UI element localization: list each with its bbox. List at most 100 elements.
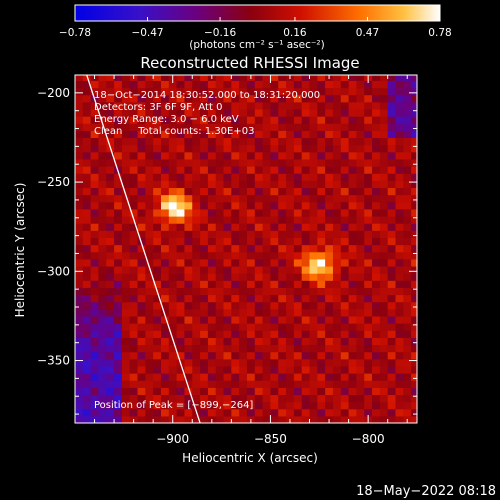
heatmap-cell xyxy=(106,87,115,96)
heatmap-cell xyxy=(98,280,107,288)
heatmap-cell xyxy=(379,330,389,338)
heatmap-cell xyxy=(348,373,358,381)
heatmap-cell xyxy=(129,208,139,217)
heatmap-cell xyxy=(168,173,178,181)
heatmap-cell xyxy=(82,315,92,324)
heatmap-cell xyxy=(387,101,397,110)
heatmap-cell xyxy=(153,244,162,253)
heatmap-cell xyxy=(121,130,131,139)
heatmap-cell xyxy=(223,301,232,310)
heatmap-cell xyxy=(372,273,381,281)
heatmap-cell xyxy=(121,137,131,146)
heatmap-cell xyxy=(246,323,256,331)
heatmap-cell xyxy=(372,258,381,267)
heatmap-cell xyxy=(231,258,240,267)
heatmap-cell xyxy=(200,323,209,331)
heatmap-cell xyxy=(121,365,131,374)
heatmap-cell xyxy=(137,351,146,360)
heatmap-cell xyxy=(215,201,225,210)
heatmap-cell xyxy=(301,380,311,388)
heatmap-cell xyxy=(403,337,412,346)
heatmap-cell xyxy=(348,301,358,310)
heatmap-cell xyxy=(75,201,84,210)
heatmap-cell xyxy=(160,344,170,353)
heatmap-cell xyxy=(403,108,412,117)
heatmap-cell xyxy=(160,265,170,274)
heatmap-cell xyxy=(114,230,123,238)
heatmap-cell xyxy=(372,287,381,296)
heatmap-cell xyxy=(301,123,311,131)
heatmap-cell xyxy=(325,337,334,346)
heatmap-cell xyxy=(239,387,248,396)
heatmap-cell xyxy=(176,273,186,281)
heatmap-cell xyxy=(106,287,115,296)
heatmap-cell xyxy=(239,315,248,324)
heatmap-cell xyxy=(98,344,107,353)
heatmap-cell xyxy=(332,308,342,317)
heatmap-cell xyxy=(356,230,365,238)
heatmap-cell xyxy=(411,144,417,153)
heatmap-cell xyxy=(184,251,193,260)
heatmap-cell xyxy=(278,358,287,367)
heatmap-cell xyxy=(160,323,170,331)
x-tick-label: −900 xyxy=(156,432,189,446)
heatmap-cell xyxy=(207,258,217,267)
heatmap-cell xyxy=(364,287,373,296)
heatmap-cell xyxy=(411,101,417,110)
heatmap-cell xyxy=(340,280,350,288)
heatmap-cell xyxy=(325,237,334,246)
heatmap-cell xyxy=(348,187,358,196)
heatmap-cell xyxy=(332,323,342,331)
heatmap-cell xyxy=(192,294,201,303)
heatmap-cell xyxy=(176,108,186,117)
heatmap-cell xyxy=(262,130,272,139)
heatmap-cell xyxy=(137,294,146,303)
heatmap-cell xyxy=(395,180,404,189)
heatmap-cell xyxy=(75,323,84,331)
heatmap-cell xyxy=(121,315,131,324)
heatmap-cell xyxy=(364,80,373,89)
heatmap-cell xyxy=(75,101,84,110)
heatmap-cell xyxy=(325,244,334,253)
heatmap-cell xyxy=(75,80,84,89)
heatmap-cell xyxy=(395,387,404,396)
heatmap-cell xyxy=(379,308,389,317)
heatmap-cell xyxy=(301,401,311,410)
heatmap-cell xyxy=(278,308,287,317)
heatmap-cell xyxy=(153,401,162,410)
heatmap-cell xyxy=(293,287,303,296)
heatmap-cell xyxy=(395,123,404,131)
heatmap-cell xyxy=(395,230,404,238)
heatmap-cell xyxy=(332,187,342,196)
heatmap-cell xyxy=(160,166,170,174)
heatmap-cell xyxy=(160,144,170,153)
heatmap-cell xyxy=(379,373,389,381)
heatmap-cell xyxy=(231,344,240,353)
heatmap-cell xyxy=(246,394,256,403)
heatmap-cell xyxy=(395,251,404,260)
heatmap-cell xyxy=(129,315,139,324)
heatmap-cell xyxy=(317,315,326,324)
heatmap-cell xyxy=(379,323,389,331)
heatmap-cell xyxy=(301,180,311,189)
heatmap-cell xyxy=(114,330,123,338)
heatmap-cell xyxy=(176,308,186,317)
heatmap-cell xyxy=(395,265,404,274)
heatmap-cell xyxy=(411,408,417,417)
heatmap-cell xyxy=(317,137,326,146)
heatmap-cell xyxy=(372,387,381,396)
heatmap-cell xyxy=(82,401,92,410)
heatmap-cell xyxy=(184,337,193,346)
heatmap-cell xyxy=(340,158,350,167)
heatmap-cell xyxy=(317,365,326,374)
heatmap-cell xyxy=(168,280,178,288)
heatmap-cell xyxy=(153,415,162,423)
heatmap-cell xyxy=(325,323,334,331)
heatmap-cell xyxy=(239,166,248,174)
heatmap-cell xyxy=(411,330,417,338)
heatmap-cell xyxy=(317,373,326,381)
heatmap-cell xyxy=(137,223,146,231)
heatmap-cell xyxy=(121,251,131,260)
heatmap-cell xyxy=(379,265,389,274)
heatmap-cell xyxy=(356,101,365,110)
